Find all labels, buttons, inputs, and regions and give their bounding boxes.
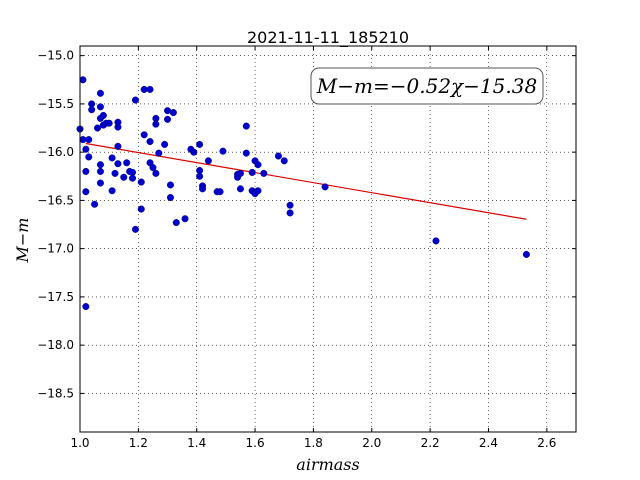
data-point — [88, 106, 96, 114]
data-point — [196, 172, 204, 180]
data-point — [155, 149, 163, 157]
data-point — [190, 148, 198, 156]
data-point — [79, 76, 87, 84]
x-tick-label: 2.4 — [479, 436, 498, 450]
data-point — [123, 159, 131, 167]
y-tick-label: −17.0 — [37, 242, 74, 256]
data-point — [166, 194, 174, 202]
data-point — [166, 181, 174, 189]
y-tick-label: −17.5 — [37, 290, 74, 304]
x-tick-label: 2.6 — [537, 436, 556, 450]
data-point — [82, 145, 90, 153]
data-point — [204, 157, 212, 165]
data-point — [321, 183, 329, 191]
data-point — [181, 215, 189, 223]
x-tick-label: 1.6 — [246, 436, 265, 450]
y-tick-label: −18.5 — [37, 386, 74, 400]
data-point — [236, 185, 244, 193]
axis-ticks — [79, 46, 576, 432]
data-point — [131, 96, 139, 104]
fit-equation-box: M−m=−0.52χ−15.38 — [310, 67, 544, 105]
data-point — [236, 169, 244, 177]
y-tick-label: −15.0 — [37, 49, 74, 63]
data-point — [114, 123, 122, 131]
data-points — [76, 76, 530, 311]
data-point — [96, 179, 104, 187]
y-tick-label: −15.5 — [37, 97, 74, 111]
data-point — [242, 149, 250, 157]
data-point — [131, 225, 139, 233]
data-point — [286, 209, 294, 217]
data-point — [114, 142, 122, 150]
data-point — [260, 169, 268, 177]
fit-equation-frame — [310, 67, 544, 105]
data-point — [137, 205, 145, 213]
fit-equation-text: M−m=−0.52χ−15.38 — [316, 74, 537, 98]
data-point — [85, 153, 93, 161]
data-point — [164, 115, 172, 123]
data-point — [522, 250, 530, 258]
data-point — [111, 169, 119, 177]
data-point — [140, 131, 148, 139]
data-point — [99, 111, 107, 119]
data-point — [280, 157, 288, 165]
data-point — [152, 120, 160, 128]
plot-frame — [79, 45, 577, 433]
data-point — [172, 219, 180, 227]
data-point — [108, 154, 116, 162]
data-point — [96, 161, 104, 169]
y-tick-label: −18.0 — [37, 338, 74, 352]
data-point — [161, 140, 169, 148]
data-point — [79, 136, 87, 144]
x-tick-label: 1.2 — [129, 436, 148, 450]
data-point — [114, 160, 122, 168]
data-point — [254, 187, 262, 195]
y-tick-labels: −15.0 −15.5 −16.0 −16.5 −17.0 −17.5 −18.0 −18.5 — [37, 49, 74, 401]
grid-lines — [79, 46, 576, 432]
data-point — [140, 85, 148, 93]
data-point — [196, 140, 204, 148]
data-point — [82, 303, 90, 311]
data-point — [82, 167, 90, 175]
data-point — [96, 103, 104, 111]
y-axis-label: M−m — [13, 218, 32, 264]
data-point — [96, 89, 104, 97]
data-point — [169, 109, 177, 117]
data-point — [82, 188, 90, 196]
data-point — [108, 187, 116, 195]
x-tick-label: 1.0 — [70, 436, 89, 450]
data-point — [146, 138, 154, 146]
chart-title: 2021-11-11_185210 — [247, 28, 409, 48]
data-point — [219, 147, 227, 155]
data-point — [164, 107, 172, 115]
data-point — [91, 200, 99, 208]
data-point — [286, 201, 294, 209]
data-point — [199, 185, 207, 193]
data-point — [105, 119, 113, 127]
data-point — [137, 178, 145, 186]
data-point — [96, 167, 104, 175]
data-point — [146, 85, 154, 93]
data-point — [129, 174, 137, 182]
data-point — [120, 173, 128, 181]
y-tick-label: −16.5 — [37, 193, 74, 207]
data-point — [274, 152, 282, 160]
data-point — [432, 237, 440, 245]
data-point — [254, 161, 262, 169]
data-point — [242, 122, 250, 130]
x-tick-labels: 1.0 1.2 1.4 1.6 1.8 2.0 2.2 2.4 2.6 — [70, 436, 556, 450]
x-axis-label: airmass — [296, 455, 359, 474]
x-tick-label: 2.2 — [421, 436, 440, 450]
data-point — [152, 169, 160, 177]
x-tick-label: 1.4 — [187, 436, 206, 450]
data-point — [248, 168, 256, 176]
data-point — [216, 188, 224, 196]
data-point — [85, 136, 93, 144]
y-tick-label: −16.0 — [37, 145, 74, 159]
data-point — [94, 124, 102, 132]
x-tick-label: 2.0 — [362, 436, 381, 450]
data-point — [149, 164, 157, 172]
x-tick-label: 1.8 — [304, 436, 323, 450]
